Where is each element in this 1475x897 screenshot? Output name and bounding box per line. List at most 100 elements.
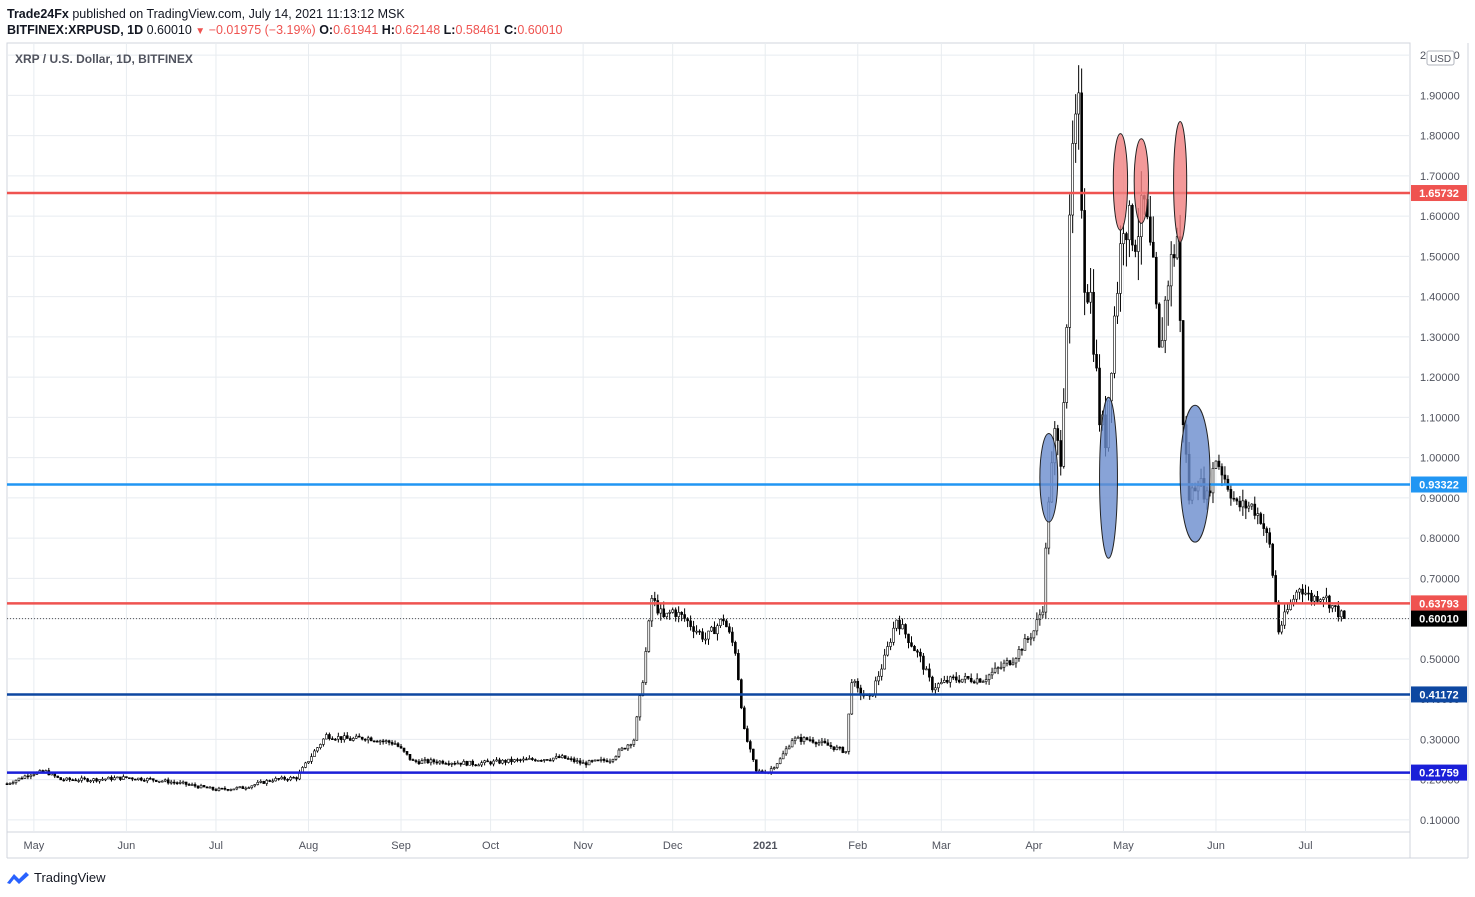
level-price-label: 0.93322 [1419,480,1459,492]
candle-body [519,759,522,761]
candle-body [537,760,540,762]
candle-body [435,761,439,764]
candle-body [1134,244,1137,252]
candle-body [710,626,713,632]
x-tick-label: May [1113,840,1134,852]
candle-body [498,759,501,764]
candle-body [160,780,164,783]
author-name[interactable]: Trade24Fx [7,7,69,21]
candle-body [328,734,331,739]
candle-body [805,737,809,740]
candle-body [414,760,418,762]
candle-body [101,778,104,781]
level-price-tag [1411,476,1467,493]
candle-body [1083,210,1086,293]
candle-body [793,737,797,742]
candle-body [166,779,170,784]
candle-body [429,759,433,764]
candle-body [540,760,543,762]
candle-body [781,753,785,760]
candle-body [1160,340,1164,348]
candle-body [98,779,101,782]
level-price-tag [1411,764,1467,781]
candle-body [543,759,546,761]
candle-body [1086,292,1089,303]
candle-body [80,777,83,781]
candle-body [387,740,391,743]
y-tick-label: 1.60000 [1420,211,1460,223]
candle-body [1038,614,1042,621]
candle-body [1044,547,1048,613]
candle-body [748,741,752,750]
currency-badge-label: USD [1430,54,1451,65]
candle-body [68,777,71,780]
candle-body [772,767,776,769]
candle-body [423,759,427,761]
candle-body [104,778,107,781]
candle-body [229,789,233,791]
candle-body [841,746,845,753]
candle-body [778,758,782,764]
candle-body [1032,630,1036,639]
y-tick-label: 0.90000 [1420,493,1460,505]
candle-body [23,775,27,779]
x-tick-label: Apr [1025,840,1042,852]
candle-body [304,762,307,768]
candle-body [211,786,215,790]
candle-body [796,737,800,739]
candle-body [686,618,689,622]
candle-body [847,713,851,752]
candle-body [1325,595,1328,599]
candle-body [728,626,731,633]
candle-body [5,783,9,785]
candle-body [110,776,113,781]
candle-body [107,776,110,780]
candle-body [453,762,457,765]
candle-body [907,633,910,644]
candle-body [256,782,260,785]
candle-body [522,758,525,761]
candle-body [235,787,239,790]
candle-body [259,781,263,783]
candle-body [1247,505,1251,509]
candle-body [217,787,221,791]
candle-body [354,735,358,739]
candle-body [1041,611,1045,616]
candle-body [560,755,564,759]
candle-body [528,758,531,760]
candle-body [1023,638,1027,651]
candle-body [223,787,227,790]
candle-body [874,680,877,695]
candle-body [208,786,212,789]
candle-body [811,739,815,743]
low-label: L: [443,23,456,37]
candle-body [1274,575,1277,603]
candle-body [990,671,994,676]
candle-body [95,778,98,782]
candle-body [1214,460,1218,469]
candle-body [1337,605,1340,618]
candle-body [969,678,973,682]
candle-body [474,764,477,767]
tradingview-footer[interactable]: TradingView [6,870,106,885]
candle-body [501,759,504,764]
last-price-tag [1411,610,1467,627]
candle-body [943,679,946,683]
candle-body [919,651,922,657]
candle-body [462,761,466,765]
candle-body [1181,320,1185,426]
candle-body [11,782,15,784]
candle-body [1089,291,1092,303]
candle-body [551,757,555,761]
candle-body [934,687,937,691]
candle-body [77,780,80,782]
publish-info: published on TradingView.com, July 14, 2… [72,7,405,21]
footer-brand: TradingView [34,870,106,885]
candle-body [357,735,361,738]
candle-body [1328,595,1331,609]
candle-body [937,683,940,689]
candle-body [265,780,269,784]
candle-body [468,760,471,766]
open-label: O: [319,23,334,37]
